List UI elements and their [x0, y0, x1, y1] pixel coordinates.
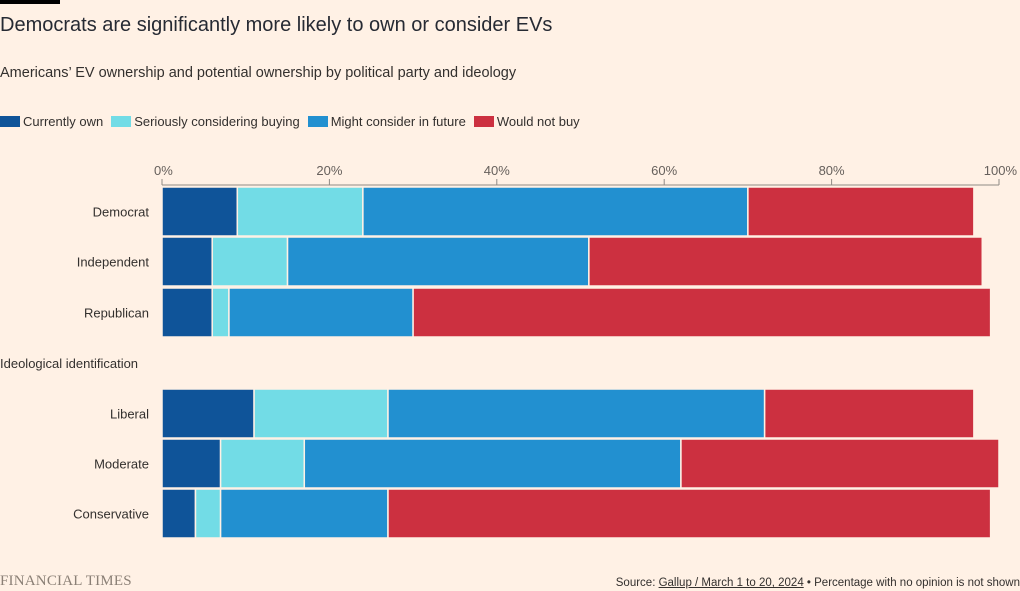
legend-item-currently-own: Currently own [0, 114, 103, 129]
ft-logo: FINANCIAL TIMES [0, 573, 132, 589]
x-tick-label: 0% [154, 163, 173, 178]
source-link[interactable]: Gallup / March 1 to 20, 2024 [658, 577, 804, 589]
bar-segment-conservative-would-not-buy [387, 488, 992, 539]
x-tick-label: 40% [484, 163, 510, 178]
bar-segment-liberal-currently-own [161, 388, 255, 439]
source-note: Source: Gallup / March 1 to 20, 2024 • P… [616, 577, 1020, 589]
bar-segment-democrat-currently-own [161, 186, 239, 237]
bar-segment-independent-would-not-buy [588, 236, 984, 287]
x-tick-label: 100% [984, 163, 1018, 178]
bar-segment-conservative-might-consider-in-future [219, 488, 389, 539]
bar-segment-independent-might-consider-in-future [286, 236, 590, 287]
stacked-bar-chart: 0% 20% 40% 60% 80% 100% Ideological identifica… [0, 163, 1018, 539]
bar-segment-republican-would-not-buy [412, 287, 992, 338]
bar-segment-liberal-would-not-buy [763, 388, 975, 439]
bar-segment-liberal-seriously-considering-buying [253, 388, 389, 439]
bar-segment-conservative-seriously-considering-buying [194, 488, 222, 539]
legend-item-would-not-buy: Would not buy [473, 114, 580, 129]
x-tick-label: 20% [316, 163, 342, 178]
legend-item-seriously-considering-buying: Seriously considering buying [111, 114, 300, 129]
bar-segment-moderate-would-not-buy [680, 438, 1000, 489]
legend-label: Might consider in future [330, 114, 466, 129]
source-disclaimer: • Percentage with no opinion is not show… [803, 577, 1020, 589]
chart-subtitle: Americans’ EV ownership and potential ow… [0, 65, 517, 81]
legend-swatch [473, 116, 494, 127]
bar-segment-republican-seriously-considering-buying [211, 287, 230, 338]
legend-label: Seriously considering buying [134, 114, 300, 129]
bar-segment-democrat-would-not-buy [747, 186, 975, 237]
legend: Currently own Seriously considering buyin… [0, 114, 588, 129]
category-label-moderate: Moderate [94, 457, 149, 472]
bar-segment-liberal-might-consider-in-future [387, 388, 766, 439]
x-tick-label: 60% [651, 163, 677, 178]
bar-segment-democrat-might-consider-in-future [362, 186, 749, 237]
bar-segment-independent-seriously-considering-buying [211, 236, 289, 287]
bar-segment-moderate-might-consider-in-future [303, 438, 682, 489]
bar-segment-moderate-currently-own [161, 438, 222, 489]
group-label-ideology: Ideological identification [0, 356, 138, 371]
x-tick-label: 80% [819, 163, 845, 178]
chart-title: Democrats are significantly more likely … [0, 14, 553, 36]
category-label-conservative: Conservative [73, 507, 149, 522]
source-prefix: Source: [615, 577, 659, 589]
bar-segment-democrat-seriously-considering-buying [236, 186, 364, 237]
category-label-independent: Independent [77, 255, 150, 270]
category-label-republican: Republican [84, 306, 149, 321]
legend-swatch [111, 116, 132, 127]
legend-item-might-consider-in-future: Might consider in future [307, 114, 466, 129]
bar-segment-independent-currently-own [161, 236, 213, 287]
category-label-democrat: Democrat [93, 205, 150, 220]
legend-label: Would not buy [496, 114, 580, 129]
category-label-liberal: Liberal [110, 407, 149, 422]
bar-segment-republican-might-consider-in-future [228, 287, 414, 338]
bar-segment-republican-currently-own [161, 287, 213, 338]
bar-segment-moderate-seriously-considering-buying [219, 438, 306, 489]
legend-label: Currently own [23, 114, 104, 129]
brand-top-bar [0, 0, 60, 4]
bar-segment-conservative-currently-own [161, 488, 197, 539]
legend-swatch [307, 116, 328, 127]
legend-swatch [0, 116, 20, 127]
